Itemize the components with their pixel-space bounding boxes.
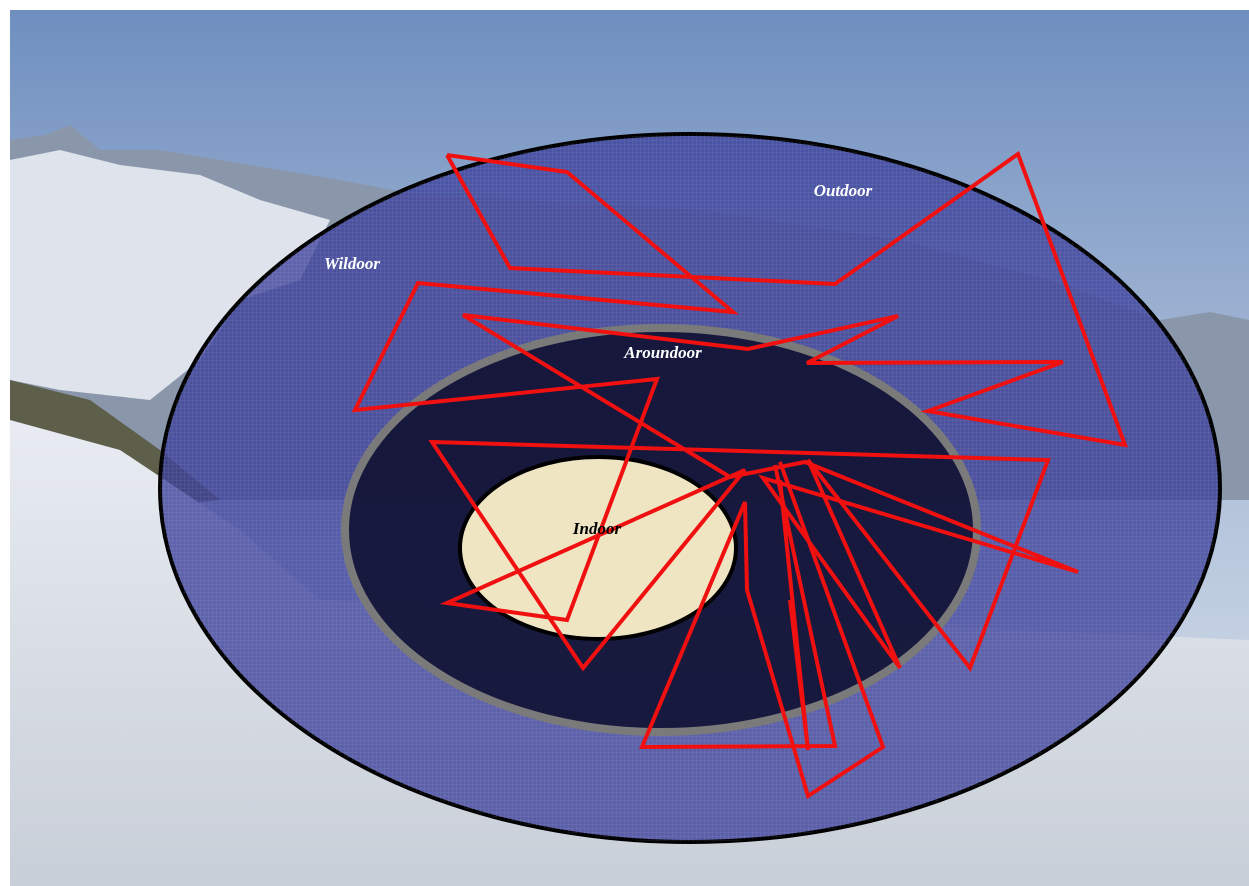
path-trace <box>778 479 810 751</box>
zone-label: Indoor <box>572 519 622 538</box>
zones <box>158 132 1222 844</box>
path-trace <box>638 461 886 800</box>
indoor-zone <box>458 455 738 641</box>
zone-label: Outdoor <box>814 181 873 200</box>
path-trace <box>351 150 1129 673</box>
zone-label: Aroundoor <box>623 343 702 362</box>
snow-slope <box>10 150 330 400</box>
zone-label: Wildoor <box>324 254 380 273</box>
